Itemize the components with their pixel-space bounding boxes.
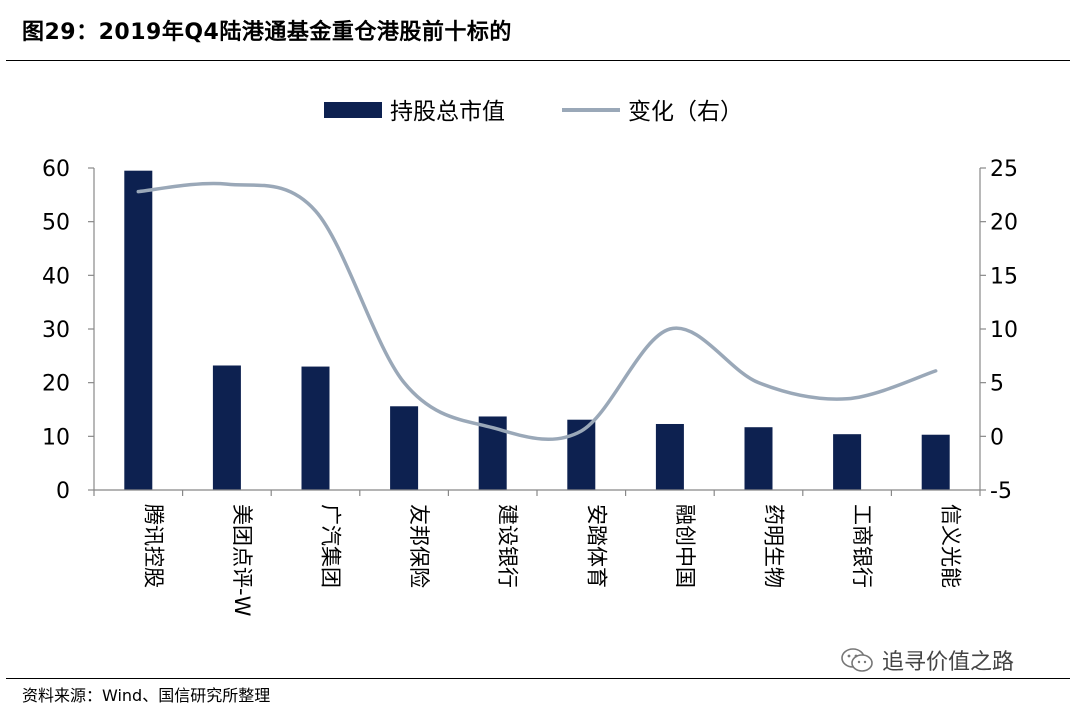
axes xyxy=(88,167,986,496)
category-label-7: 融创中国 xyxy=(673,504,697,588)
bar-10 xyxy=(921,434,950,490)
category-label-2: 美团点评-W xyxy=(230,504,254,617)
line-series xyxy=(136,181,938,442)
bar-1 xyxy=(124,170,153,490)
bar-3 xyxy=(301,366,330,490)
legend-bar-label: 持股总市值 xyxy=(390,99,505,125)
watermark: 追寻价值之路 xyxy=(840,644,1014,676)
left-tick-label-6: 50 xyxy=(42,211,70,236)
category-label-3: 广汽集团 xyxy=(319,504,343,588)
category-label-4: 友邦保险 xyxy=(407,504,431,588)
legend-bar-swatch xyxy=(324,102,382,118)
bar-8 xyxy=(744,427,773,490)
watermark-text: 追寻价值之路 xyxy=(882,650,1015,675)
bar-2 xyxy=(212,365,241,490)
category-label-6: 安踏体育 xyxy=(584,504,608,588)
right-tick-label-4: 10 xyxy=(990,318,1018,343)
left-tick-label-7: 60 xyxy=(42,157,70,182)
right-tick-label-6: 20 xyxy=(990,211,1018,236)
bar-7 xyxy=(655,423,684,490)
left-tick-label-5: 40 xyxy=(42,264,70,289)
category-label-1: 腾讯控股 xyxy=(141,504,165,588)
category-label-9: 工商银行 xyxy=(850,504,874,588)
legend: 持股总市值 变化（右） xyxy=(324,99,743,125)
left-tick-label-3: 20 xyxy=(42,372,70,397)
right-tick-label-7: 25 xyxy=(990,157,1018,182)
chart-title: 图29：2019年Q4陆港通基金重仓港股前十标的 xyxy=(22,20,512,45)
left-tick-label-4: 30 xyxy=(42,318,70,343)
bar-series xyxy=(124,170,950,490)
change-line xyxy=(136,181,938,442)
title-divider xyxy=(6,60,1070,61)
category-label-10: 信义光能 xyxy=(939,504,963,588)
wechat-icon xyxy=(840,647,874,673)
right-tick-label-1: -5 xyxy=(990,479,1012,504)
left-tick-label-2: 10 xyxy=(42,425,70,450)
bar-4 xyxy=(390,406,419,490)
left-tick-label-1: 0 xyxy=(56,479,70,504)
axis-labels: 0 10 20 30 40 50 60 -5 0 5 10 15 20 25 腾讯控股 美团点评-W 广汽集团 友… xyxy=(42,157,1018,617)
right-tick-label-2: 0 xyxy=(990,425,1004,450)
source-divider xyxy=(6,678,1070,679)
right-tick-label-3: 5 xyxy=(990,372,1004,397)
source-note: 资料来源：Wind、国信研究所整理 xyxy=(22,686,271,705)
chart: 持股总市值 变化（右） 0 10 20 30 40 50 60 -5 0 5 10 15 20 25 腾讯控股… xyxy=(42,99,1018,617)
legend-line-label: 变化（右） xyxy=(628,99,743,125)
category-label-5: 建设银行 xyxy=(496,504,520,588)
category-label-8: 药明生物 xyxy=(762,504,786,588)
right-tick-label-5: 15 xyxy=(990,264,1018,289)
bar-9 xyxy=(833,434,862,490)
